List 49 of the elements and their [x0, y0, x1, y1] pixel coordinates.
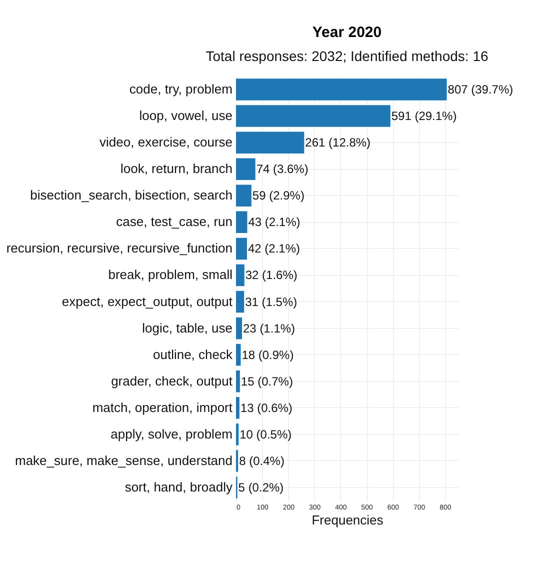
y-tick-label: sort, hand, broadly: [124, 479, 233, 494]
data-label: 15 (0.7%): [240, 374, 293, 388]
y-tick-label: loop, vowel, use: [139, 108, 232, 124]
y-tick-label: make_sure, make_sense, understand: [14, 452, 232, 468]
bar: [236, 264, 244, 286]
y-tick-label: code, try, problem: [129, 82, 232, 97]
y-tick-label: logic, table, use: [142, 320, 232, 336]
y-tick-label: apply, solve, problem: [110, 426, 232, 442]
bar: [236, 397, 240, 419]
y-tick-label: expect, expect_output, output: [62, 294, 233, 309]
bar: [236, 290, 244, 313]
bar: [236, 344, 241, 366]
data-label: 31 (1.5%): [245, 294, 298, 309]
data-label: 59 (2.9%): [252, 188, 304, 203]
y-tick-label: match, operation, import: [92, 400, 233, 415]
y-tick-label: video, exercise, course: [100, 134, 232, 150]
data-label: 32 (1.6%): [245, 268, 298, 282]
bar: [236, 370, 240, 392]
bar: [236, 105, 390, 127]
data-label: 591 (29.1%): [391, 109, 457, 124]
bar: [236, 317, 242, 340]
y-tick-label: grader, check, output: [111, 373, 233, 388]
chart-title: Year 2020: [312, 24, 382, 41]
y-tick-label: outline, check: [153, 346, 233, 362]
data-label: 5 (0.2%): [238, 480, 284, 494]
bar: [236, 78, 447, 100]
y-tick-label: look, return, branch: [120, 161, 232, 176]
data-label: 18 (0.9%): [242, 348, 294, 362]
data-label: 10 (0.5%): [240, 427, 292, 442]
data-label: 43 (2.1%): [248, 215, 300, 230]
data-label: 13 (0.6%): [240, 400, 292, 415]
data-label: 74 (3.6%): [256, 162, 308, 176]
y-tick-label: case, test_case, run: [116, 214, 232, 230]
data-label: 807 (39.7%): [448, 82, 514, 97]
data-label: 42 (2.1%): [248, 242, 300, 256]
bar: [236, 158, 256, 180]
chart-subtitle: Total responses: 2032; Identified methods: 16: [206, 48, 488, 64]
bar: [236, 238, 247, 260]
bar: [236, 211, 248, 234]
data-label: 261 (12.8%): [305, 136, 371, 150]
y-tick-label: recursion, recursive, recursive_function: [6, 240, 232, 256]
data-label: 8 (0.4%): [239, 454, 284, 468]
y-tick-label: bisection_search, bisection, search: [30, 188, 232, 203]
y-tick-label: break, problem, small: [108, 267, 233, 282]
x-axis-title: Frequencies: [312, 512, 384, 528]
bar: [236, 424, 239, 446]
bar: [236, 184, 252, 207]
data-label: 23 (1.1%): [243, 321, 296, 336]
bar: [236, 132, 304, 154]
